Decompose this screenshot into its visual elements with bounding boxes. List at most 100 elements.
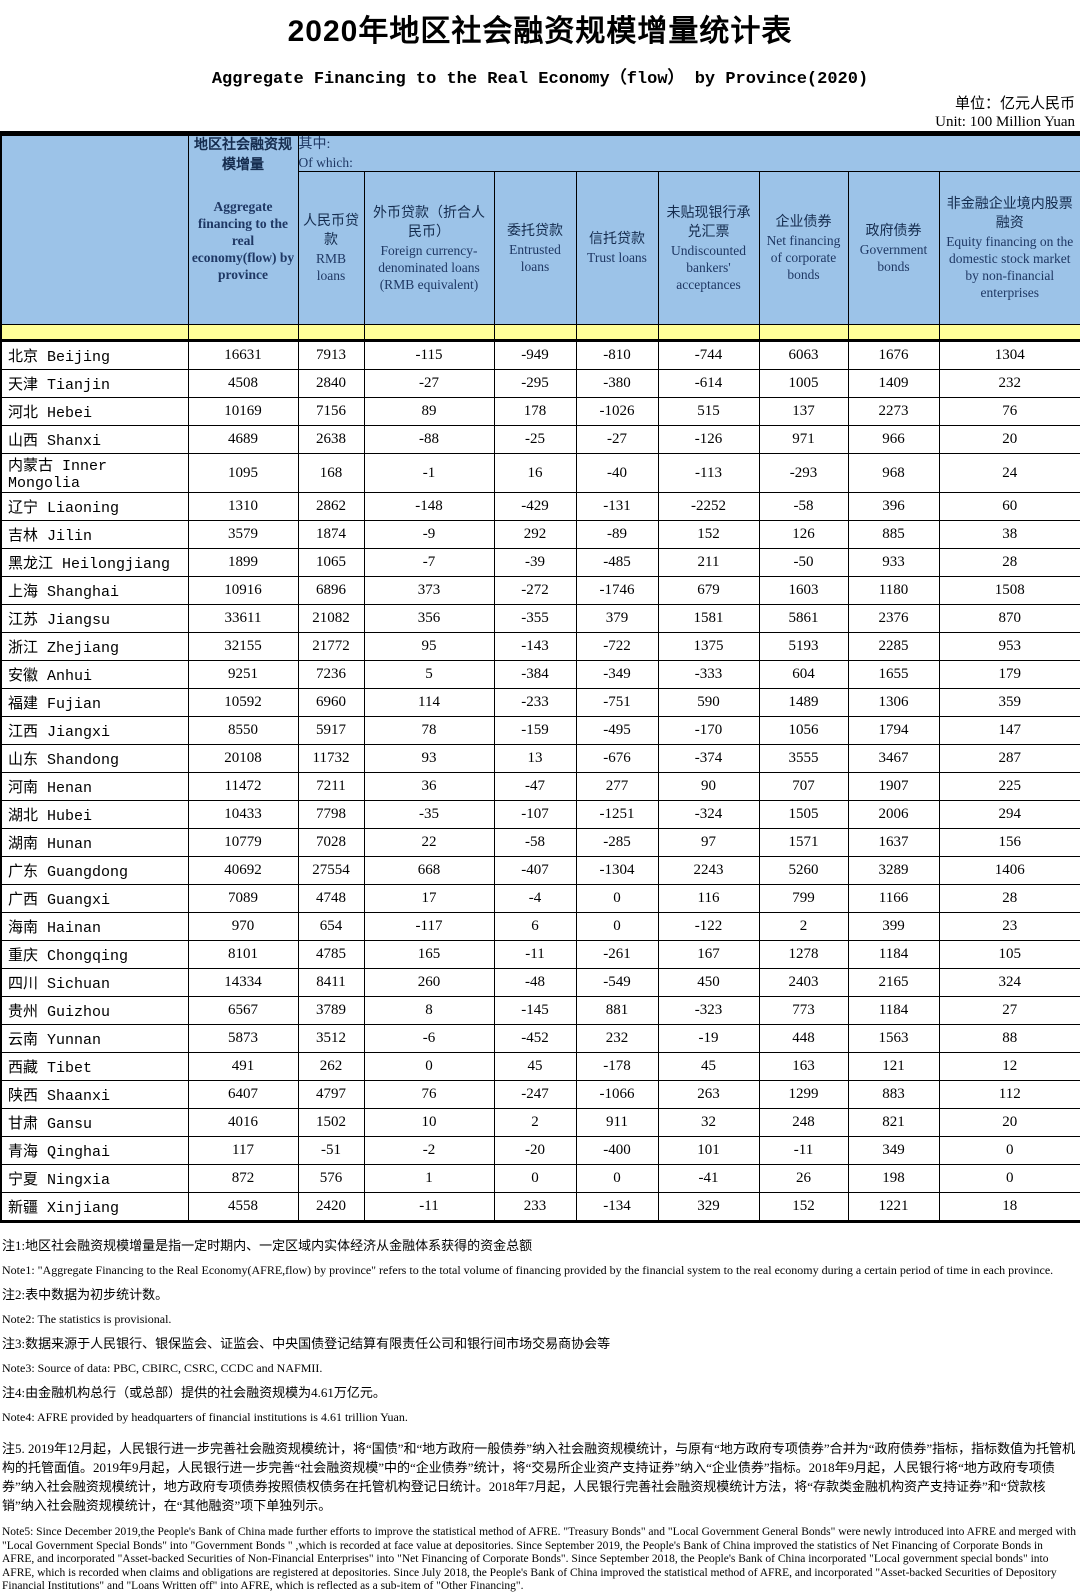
value-cell: 17 (364, 885, 494, 913)
value-cell: -148 (364, 493, 494, 521)
value-cell: 20 (939, 426, 1080, 454)
value-cell: 2862 (298, 493, 364, 521)
value-cell: 0 (576, 913, 658, 941)
value-cell: 1676 (848, 341, 939, 370)
value-cell: 36 (364, 773, 494, 801)
value-cell: 11732 (298, 745, 364, 773)
value-cell: 60 (939, 493, 1080, 521)
value-cell: 1794 (848, 717, 939, 745)
value-cell: 22 (364, 829, 494, 857)
value-cell: -247 (494, 1081, 576, 1109)
province-cell: 新疆 Xinjiang (1, 1193, 188, 1222)
value-cell: 26 (759, 1165, 848, 1193)
value-cell: 95 (364, 633, 494, 661)
province-cell: 陕西 Shaanxi (1, 1081, 188, 1109)
value-cell: 12 (939, 1053, 1080, 1081)
value-cell: 27 (939, 997, 1080, 1025)
value-cell: -1 (364, 454, 494, 493)
page-title: 2020年地区社会融资规模增量统计表 (0, 6, 1080, 50)
value-cell: 4689 (188, 426, 298, 454)
value-cell: -11 (759, 1137, 848, 1165)
value-cell: 6 (494, 913, 576, 941)
province-cell: 安徽 Anhui (1, 661, 188, 689)
province-cell: 上海 Shanghai (1, 577, 188, 605)
province-cell: 云南 Yunnan (1, 1025, 188, 1053)
value-cell: 97 (658, 829, 759, 857)
value-cell: 3555 (759, 745, 848, 773)
value-cell: -48 (494, 969, 576, 997)
value-cell: 773 (759, 997, 848, 1025)
value-cell: 668 (364, 857, 494, 885)
value-cell: -50 (759, 549, 848, 577)
value-cell: 881 (576, 997, 658, 1025)
value-cell: -27 (364, 370, 494, 398)
value-cell: 379 (576, 605, 658, 633)
value-cell: 32155 (188, 633, 298, 661)
value-cell: -11 (364, 1193, 494, 1222)
province-cell: 天津 Tianjin (1, 370, 188, 398)
value-cell: 121 (848, 1053, 939, 1081)
value-cell: 0 (494, 1165, 576, 1193)
of-which-en: Of which: (299, 154, 1080, 171)
value-cell: 576 (298, 1165, 364, 1193)
value-cell: 966 (848, 426, 939, 454)
value-cell: 33611 (188, 605, 298, 633)
column-header-entrusted-loans: 委托贷款 Entrusted loans (494, 172, 576, 325)
value-cell: 1299 (759, 1081, 848, 1109)
value-cell: 450 (658, 969, 759, 997)
province-cell: 江西 Jiangxi (1, 717, 188, 745)
of-which-label: 其中: Of which: (298, 134, 1080, 172)
value-cell: -407 (494, 857, 576, 885)
value-cell: 4785 (298, 941, 364, 969)
value-cell: 883 (848, 1081, 939, 1109)
value-cell: 1508 (939, 577, 1080, 605)
province-cell: 湖南 Hunan (1, 829, 188, 857)
value-cell: -39 (494, 549, 576, 577)
value-cell: -113 (658, 454, 759, 493)
value-cell: 707 (759, 773, 848, 801)
value-cell: 0 (576, 885, 658, 913)
note-4-en: Note4: AFRE provided by headquarters of … (2, 1410, 1076, 1425)
value-cell: 20108 (188, 745, 298, 773)
value-cell: -27 (576, 426, 658, 454)
value-cell: 21082 (298, 605, 364, 633)
value-cell: 970 (188, 913, 298, 941)
value-cell: 911 (576, 1109, 658, 1137)
value-cell: 1375 (658, 633, 759, 661)
value-cell: 152 (759, 1193, 848, 1222)
value-cell: 870 (939, 605, 1080, 633)
value-cell: 3467 (848, 745, 939, 773)
value-cell: -1304 (576, 857, 658, 885)
value-cell: 3512 (298, 1025, 364, 1053)
value-cell: 1505 (759, 801, 848, 829)
value-cell: 8 (364, 997, 494, 1025)
note-3-cn: 注3:数据来源于人民银行、银保监会、证监会、中央国债登记结算有限责任公司和银行间… (2, 1336, 1076, 1352)
column-header-undiscounted-acceptances: 未贴现银行承兑汇票 Undiscounted bankers' acceptan… (658, 172, 759, 325)
notes-section: 注1:地区社会融资规模增量是指一定时期内、一定区域内实体经济从金融体系获得的资金… (0, 1223, 1080, 1594)
column-header-trust-loans: 信托贷款 Trust loans (576, 172, 658, 325)
value-cell: -744 (658, 341, 759, 370)
value-cell: -349 (576, 661, 658, 689)
province-cell: 湖北 Hubei (1, 801, 188, 829)
value-cell: -293 (759, 454, 848, 493)
value-cell: -134 (576, 1193, 658, 1222)
value-cell: 971 (759, 426, 848, 454)
value-cell: 515 (658, 398, 759, 426)
province-cell: 四川 Sichuan (1, 969, 188, 997)
value-cell: 3289 (848, 857, 939, 885)
yellow-band-row (1, 325, 1080, 341)
province-cell: 山西 Shanxi (1, 426, 188, 454)
